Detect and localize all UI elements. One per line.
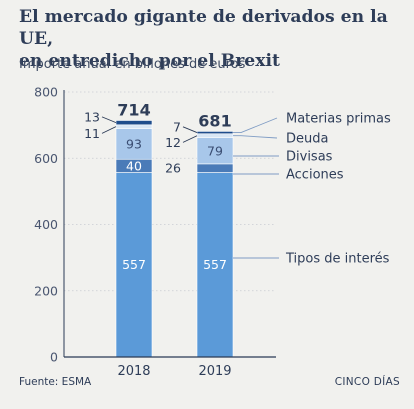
- chart-subtitle: Importe anual en billones de euros: [19, 57, 246, 72]
- value-label-2018-divisas: 93: [126, 136, 142, 151]
- bar-2018-tipos: [115, 172, 153, 358]
- total-label-2019: 681: [198, 111, 231, 130]
- bar-2019-tipos: [196, 172, 234, 358]
- grid-layer: [64, 91, 276, 292]
- legend-label-acciones: Acciones: [286, 168, 344, 183]
- bar-2018-materias: [115, 120, 153, 126]
- publisher-credit: CINCO DÍAS: [334, 376, 400, 388]
- value-label-2019-materias-leader: [182, 126, 198, 133]
- y-tick-label-600: 600: [34, 151, 58, 166]
- title-line-1: El mercado gigante de derivados en la UE…: [19, 7, 388, 49]
- x-axis: 2018 2019: [64, 356, 276, 379]
- value-label-2019-deuda-leader: [182, 135, 198, 143]
- value-label-2018-materias: 13: [84, 109, 100, 124]
- value-label-2018-materias-leader: [101, 116, 117, 124]
- legend-label-divisas: Divisas: [286, 150, 333, 165]
- x-tick-label-2019: 2019: [198, 364, 231, 379]
- value-label-2018-deuda-leader: [101, 126, 117, 134]
- y-tick-label-200: 200: [34, 283, 58, 298]
- title-line-2: en entredicho por el Brexit: [19, 51, 280, 71]
- bar-2019-acciones: [196, 163, 234, 173]
- value-label-2019-divisas: 79: [207, 143, 223, 158]
- y-tick-label-800: 800: [34, 85, 58, 100]
- source-note: Fuente: ESMA: [19, 376, 92, 388]
- legend-label-deuda: Deuda: [286, 132, 328, 147]
- bar-2019-deuda: [196, 133, 234, 139]
- bar-2019-divisas: [196, 137, 234, 165]
- value-label-2019-deuda: 12: [165, 135, 181, 150]
- y-tick-label-0: 0: [50, 350, 58, 365]
- value-label-2019-tipos: 557: [203, 257, 227, 272]
- chart-title: El mercado gigante de derivados en la UE…: [19, 6, 409, 72]
- y-axis: 0 200 400 600 800: [34, 85, 65, 365]
- value-label-2018-deuda: 11: [84, 126, 100, 141]
- value-label-2018-acciones: 40: [126, 158, 142, 173]
- value-label-2018-tipos: 557: [122, 257, 146, 272]
- data-labels: 714 681 557 557 40 93 79 13 11 26 712: [84, 100, 232, 272]
- x-tick-label-2018: 2018: [117, 364, 150, 379]
- y-tick-label-400: 400: [34, 217, 58, 232]
- bar-2018-deuda: [115, 124, 153, 129]
- legend: Tipos de interés Acciones Divisas Deuda Mate…: [233, 112, 391, 267]
- total-label-2018: 714: [117, 100, 150, 119]
- value-label-2019-acciones-outside: 26: [165, 161, 181, 176]
- legend-connector-materias: [233, 117, 278, 134]
- legend-connector-deuda: [233, 135, 278, 139]
- legend-label-tipos: Tipos de interés: [285, 252, 390, 267]
- legend-label-materias: Materias primas: [286, 112, 391, 127]
- value-label-2019-materias: 7: [173, 119, 181, 134]
- bar-2019-materias: [196, 131, 234, 135]
